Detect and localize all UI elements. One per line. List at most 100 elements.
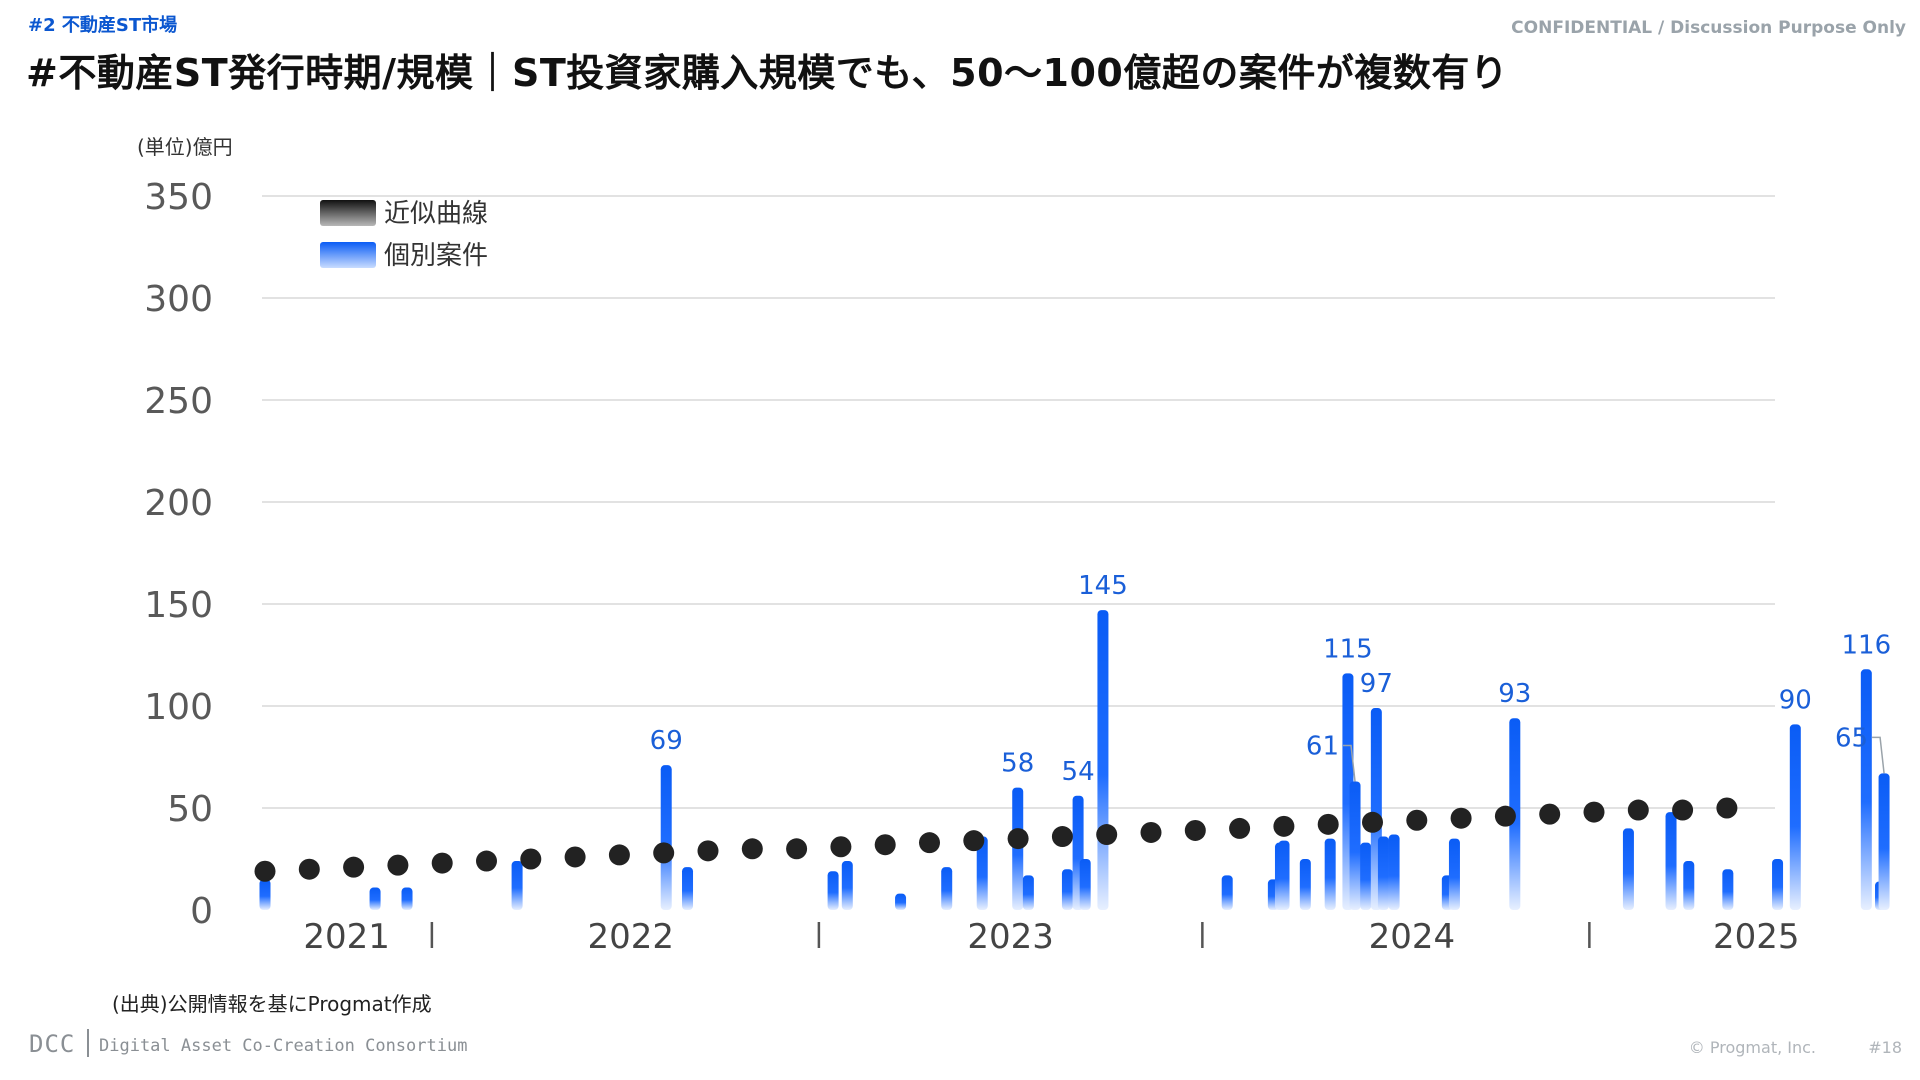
trend-point <box>1583 801 1605 823</box>
y-tick-label: 300 <box>144 279 213 320</box>
copyright: © Progmat, Inc. <box>1688 1038 1816 1057</box>
bar <box>1448 838 1460 910</box>
data-label: 90 <box>1779 685 1812 715</box>
x-year-label: 2023 <box>967 917 1054 957</box>
unit-label: (単位)億円 <box>137 135 233 159</box>
trend-point <box>564 846 586 868</box>
trend-point <box>1007 828 1029 850</box>
trend-point <box>830 836 852 858</box>
y-tick-label: 200 <box>144 483 213 524</box>
data-label: 97 <box>1360 669 1393 699</box>
page-title: #不動産ST発行時期/規模｜ST投資家購入規模でも、50～100億超の案件が複数… <box>26 51 1509 95</box>
trend-point <box>1450 807 1472 829</box>
leader-line <box>1343 744 1356 782</box>
bar <box>369 887 381 910</box>
trend-point <box>1627 799 1649 821</box>
bar <box>976 836 988 910</box>
legend-swatch <box>320 242 376 268</box>
bar <box>1789 724 1801 910</box>
bar <box>660 765 672 910</box>
page-number: #18 <box>1868 1038 1902 1057</box>
trend-point <box>697 840 719 862</box>
bar <box>1683 861 1695 910</box>
data-label: 61 <box>1306 731 1339 761</box>
legend-swatch <box>320 200 376 226</box>
trend-point <box>254 860 276 882</box>
trend-point <box>653 842 675 864</box>
x-year-label: 2022 <box>587 917 674 957</box>
data-label: 93 <box>1498 679 1531 709</box>
trend-point <box>1317 813 1339 835</box>
trend-point <box>1229 817 1251 839</box>
y-tick-label: 50 <box>167 789 213 830</box>
bar <box>1665 812 1677 910</box>
trend-point <box>1051 826 1073 848</box>
trend-point <box>1494 805 1516 827</box>
data-label: 69 <box>650 726 683 756</box>
bar <box>401 887 413 910</box>
data-label: 116 <box>1841 630 1891 660</box>
y-tick-label: 100 <box>144 687 213 728</box>
bar <box>1061 869 1073 910</box>
data-label: 145 <box>1078 571 1128 601</box>
trend-point <box>476 850 497 872</box>
bar <box>1878 773 1890 910</box>
leader-line <box>1872 736 1885 774</box>
dcc-logo: DCC <box>29 1030 76 1058</box>
bar <box>1299 859 1311 910</box>
data-label: 58 <box>1001 749 1034 779</box>
trend-point <box>431 852 453 874</box>
y-tick-label: 0 <box>190 891 213 932</box>
bar <box>895 893 907 910</box>
bar <box>1349 781 1361 910</box>
trend-point <box>343 856 365 878</box>
trend-point <box>608 844 630 866</box>
x-year-label: 2021 <box>303 917 390 957</box>
bar <box>1221 875 1233 910</box>
footer-divider <box>87 1029 89 1057</box>
y-tick-label: 250 <box>144 381 213 422</box>
trend-point <box>874 834 896 856</box>
data-label: 65 <box>1835 723 1868 753</box>
bar <box>1377 836 1389 910</box>
trend-point <box>1716 797 1738 819</box>
trend-point <box>1096 824 1118 846</box>
trend-point <box>1672 799 1694 821</box>
confidential-notice: CONFIDENTIAL / Discussion Purpose Only <box>1511 18 1906 38</box>
trend-point <box>741 838 763 860</box>
trend-point <box>963 830 985 852</box>
bar <box>941 867 953 910</box>
bar <box>1324 838 1336 910</box>
trend-point <box>1140 821 1162 843</box>
bar <box>827 871 839 910</box>
trend-point <box>1362 811 1383 833</box>
x-year-label: 2024 <box>1369 917 1456 957</box>
trend-point <box>387 854 409 876</box>
bar <box>841 861 853 910</box>
bar <box>1079 859 1091 910</box>
bar <box>1278 840 1290 910</box>
trend-point <box>1273 815 1295 837</box>
bar <box>1722 869 1734 910</box>
x-year-label: 2025 <box>1713 917 1800 957</box>
bar <box>259 879 271 910</box>
bar <box>1022 875 1034 910</box>
bar <box>1772 859 1784 910</box>
y-tick-label: 150 <box>144 585 213 626</box>
trend-point <box>520 848 542 870</box>
data-label: 115 <box>1323 634 1373 664</box>
bar <box>682 867 694 910</box>
consortium-name: Digital Asset Co-Creation Consortium <box>99 1036 468 1056</box>
bar <box>1860 669 1872 910</box>
section-label: #2 不動産ST市場 <box>28 15 178 36</box>
bar <box>1622 828 1634 910</box>
legend-label: 近似曲線 <box>384 199 488 229</box>
y-tick-label: 350 <box>144 177 213 218</box>
bar <box>1097 610 1109 910</box>
trend-point <box>1406 809 1428 831</box>
trend-point <box>919 832 940 854</box>
trend-point <box>786 838 808 860</box>
source-note: (出典)公開情報を基にProgmat作成 <box>112 992 432 1016</box>
trend-point <box>1184 819 1206 841</box>
